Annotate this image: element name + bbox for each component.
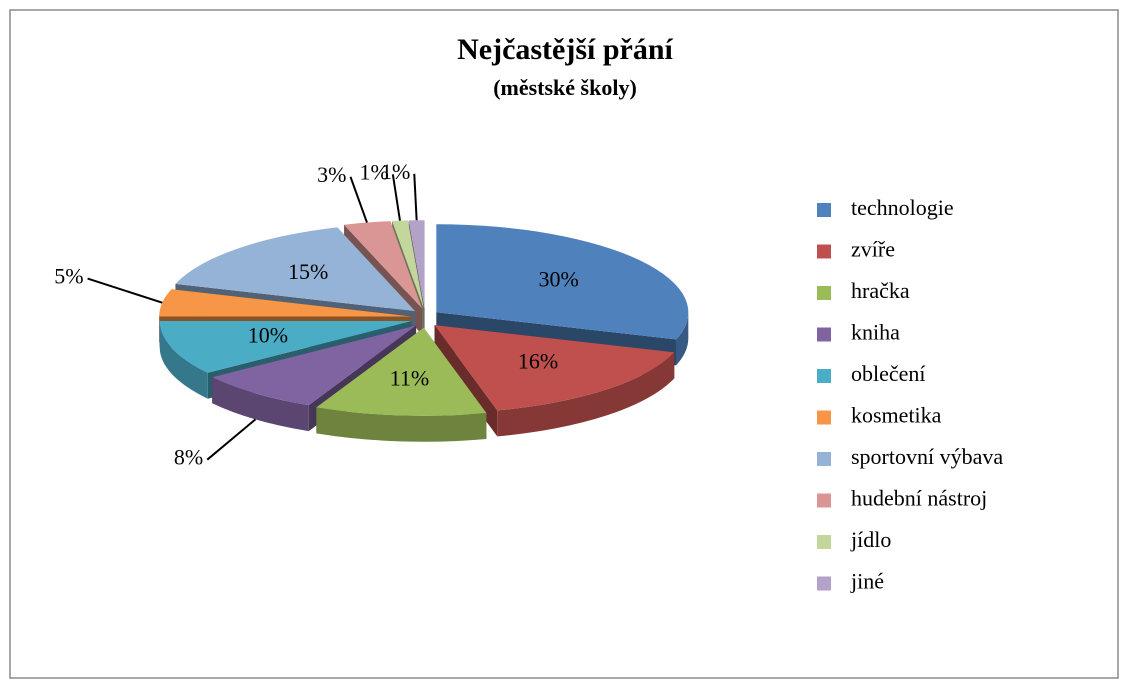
slice bbox=[316, 327, 487, 416]
data-label: 10% bbox=[248, 322, 288, 347]
data-label: 16% bbox=[518, 349, 558, 374]
data-label: 8% bbox=[174, 445, 203, 470]
legend-swatch bbox=[817, 327, 831, 342]
legend-label: technologie bbox=[851, 195, 954, 220]
legend-swatch bbox=[817, 244, 831, 259]
leader-line bbox=[349, 176, 368, 223]
slice-wall bbox=[212, 377, 309, 432]
data-label: 1% bbox=[360, 159, 389, 184]
slice-wall bbox=[675, 312, 689, 366]
slice bbox=[159, 289, 412, 317]
slice bbox=[408, 220, 425, 309]
leader-line bbox=[206, 418, 257, 461]
legend-label: zvíře bbox=[851, 237, 895, 262]
data-label: 5% bbox=[54, 264, 83, 289]
data-label: 30% bbox=[538, 266, 578, 291]
data-labels: 30% 16% 11% 8% 10% 5% 15% 3% 1%1% bbox=[54, 159, 579, 470]
leader-line bbox=[87, 277, 163, 304]
legend-label: kosmetika bbox=[851, 403, 942, 428]
legend-label: jídlo bbox=[850, 527, 891, 552]
legend-label: oblečení bbox=[851, 361, 926, 386]
slice bbox=[392, 220, 424, 309]
legend-swatch bbox=[817, 535, 831, 549]
legend-swatch bbox=[817, 286, 831, 300]
legend-label: jiné bbox=[850, 569, 884, 594]
legend-label: hračka bbox=[851, 278, 910, 303]
slice bbox=[344, 221, 422, 309]
slice bbox=[436, 224, 689, 340]
legend-label: hudební nástroj bbox=[851, 486, 987, 511]
legend-swatch bbox=[817, 452, 831, 466]
slice-wall bbox=[497, 352, 675, 437]
legend-label: kniha bbox=[851, 320, 900, 345]
slice bbox=[175, 227, 416, 312]
data-label: 11% bbox=[390, 365, 430, 390]
legend-swatch bbox=[817, 410, 831, 425]
slice bbox=[212, 325, 417, 406]
data-label: 15% bbox=[288, 259, 328, 284]
slice-wall bbox=[316, 407, 487, 442]
data-label: 1% bbox=[381, 159, 410, 184]
data-label: 3% bbox=[317, 162, 346, 187]
legend-swatch bbox=[817, 493, 831, 508]
slice bbox=[434, 325, 675, 411]
legend-swatch bbox=[817, 369, 831, 383]
leader-line bbox=[391, 174, 401, 221]
slice-wall bbox=[159, 321, 208, 399]
legend-label: sportovní výbava bbox=[851, 444, 1003, 469]
slice bbox=[159, 321, 412, 373]
chart-title: Nejčastější přání bbox=[457, 33, 673, 66]
legend-swatch bbox=[817, 203, 831, 217]
pie bbox=[159, 220, 689, 442]
leader-line bbox=[413, 173, 418, 221]
legend-swatch bbox=[817, 576, 831, 591]
legend: technologie zvíře hračka kniha oblečení kosme… bbox=[817, 195, 1003, 594]
chart-subtitle: (městské školy) bbox=[493, 75, 637, 100]
